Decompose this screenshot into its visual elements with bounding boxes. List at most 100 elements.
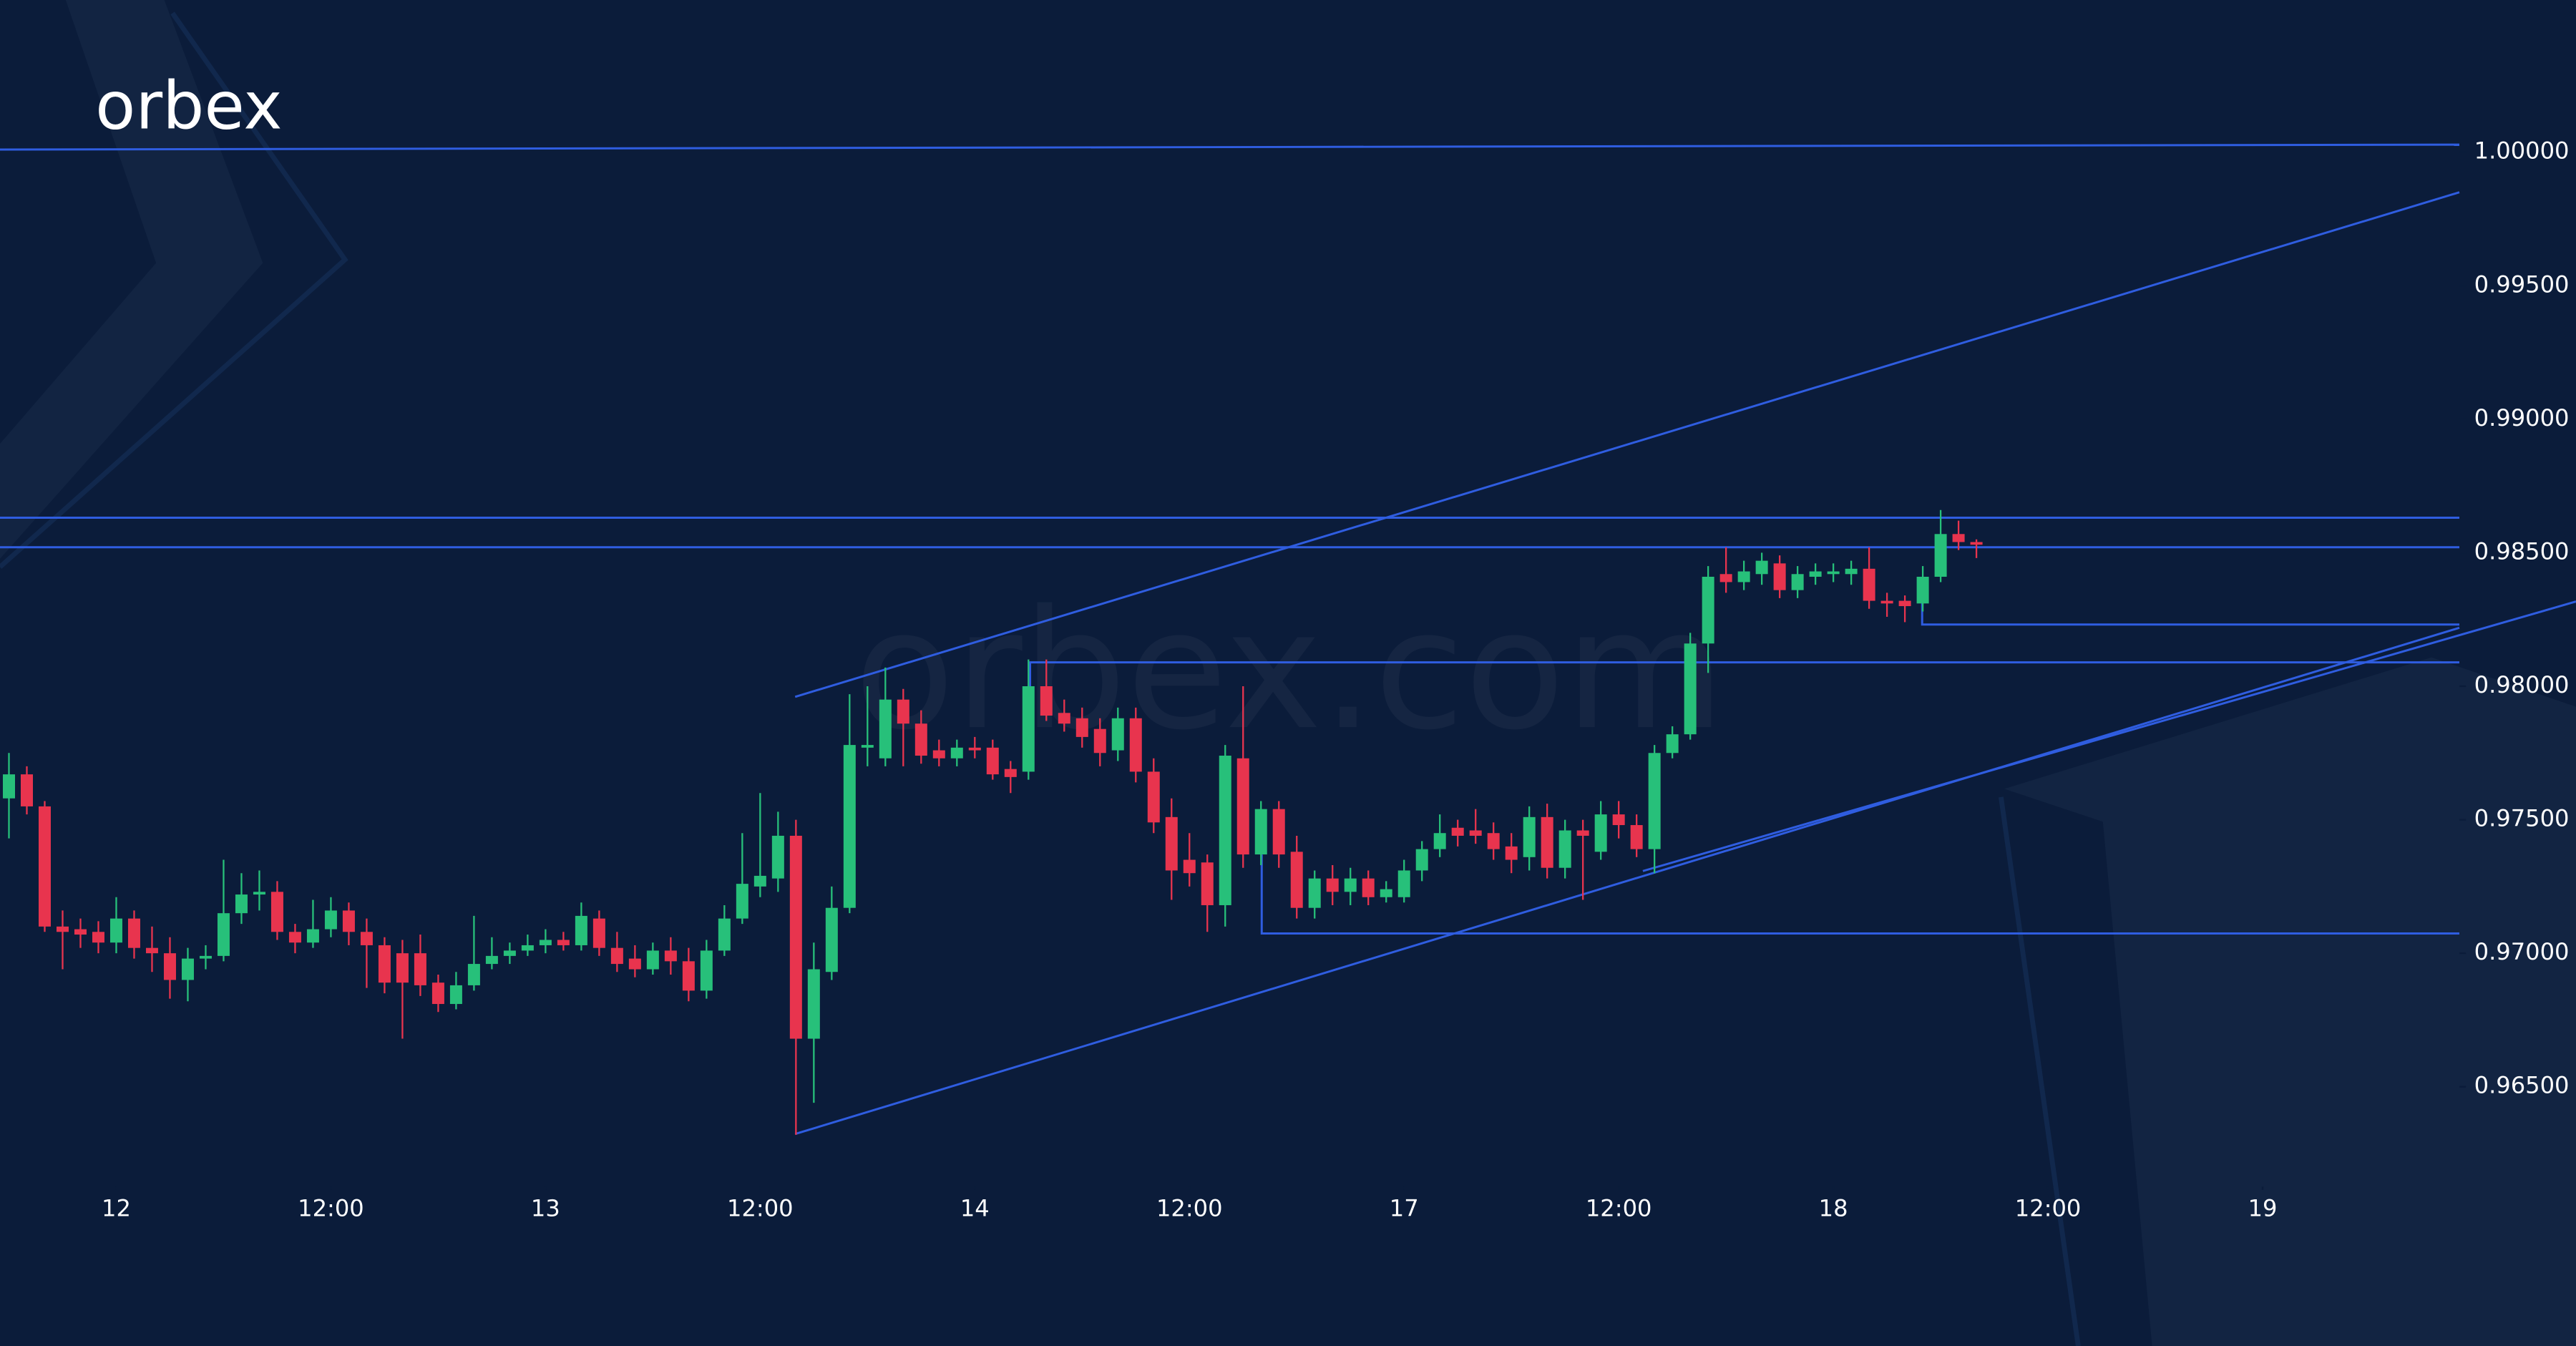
candle-body xyxy=(1022,686,1035,772)
x-tick-label: 14 xyxy=(960,1194,990,1221)
candle-body xyxy=(324,910,337,930)
candle-body xyxy=(1129,718,1142,772)
candle-body xyxy=(968,747,981,751)
candle-body xyxy=(360,932,373,945)
candle-body xyxy=(1219,756,1231,905)
candle-body xyxy=(306,929,319,943)
candle-body xyxy=(127,918,140,948)
candle-body xyxy=(1004,769,1017,777)
x-tick-label: 17 xyxy=(1390,1194,1419,1221)
candle-body xyxy=(592,918,605,948)
candle-body xyxy=(1058,713,1070,724)
candle-body xyxy=(1952,534,1965,542)
candle-body xyxy=(503,950,516,956)
logo: orbex xyxy=(95,67,282,144)
candle-body xyxy=(1809,571,1822,577)
candle-body xyxy=(20,774,33,806)
candle-body xyxy=(664,950,677,962)
candle-body xyxy=(1630,825,1643,849)
candle-body xyxy=(682,961,695,991)
candle-body xyxy=(145,947,158,954)
candle-body xyxy=(1201,862,1214,905)
decoration-outline xyxy=(0,11,2081,1346)
candle-body xyxy=(1344,878,1357,892)
candle-body xyxy=(1380,889,1392,897)
candle-body xyxy=(753,875,766,887)
candle-body xyxy=(1648,753,1661,849)
candle-body xyxy=(1147,771,1160,823)
candle-body xyxy=(2,774,15,799)
candle-body xyxy=(1666,734,1679,754)
candle-body xyxy=(1558,830,1571,868)
candle-body xyxy=(1702,577,1714,644)
candle-body xyxy=(718,918,731,951)
y-tick-label: 0.98500 xyxy=(2474,537,2570,565)
candle-body xyxy=(1612,814,1625,826)
candle-body xyxy=(700,950,713,991)
candle-body xyxy=(628,958,641,970)
candle-body xyxy=(1523,816,1536,857)
candle-body xyxy=(1290,852,1303,908)
candle-body xyxy=(1433,833,1446,849)
candle-body xyxy=(270,892,283,932)
candle-body xyxy=(1916,577,1929,604)
candle-body xyxy=(253,892,265,895)
candle-body xyxy=(1827,571,1840,575)
x-tick-label: 18 xyxy=(1819,1194,1848,1221)
candle-body xyxy=(1362,878,1375,897)
candle-body xyxy=(986,747,999,775)
candle-body xyxy=(521,945,534,951)
candle-body xyxy=(485,955,498,965)
candle-body xyxy=(1093,728,1106,754)
candle-body xyxy=(396,953,409,983)
candle-body xyxy=(1880,600,1893,604)
candle-body xyxy=(1541,816,1553,868)
candle-body xyxy=(789,835,802,1039)
candle-body xyxy=(1934,534,1947,577)
candle-body xyxy=(539,940,552,945)
x-tick-label: 12 xyxy=(102,1194,131,1221)
candle-body xyxy=(932,750,945,759)
y-tick-label: 0.99000 xyxy=(2474,404,2570,431)
candle-body xyxy=(1773,563,1786,590)
x-tick-label: 13 xyxy=(531,1194,560,1221)
y-tick-label: 0.97000 xyxy=(2474,938,2570,965)
candle-body xyxy=(1863,568,1875,601)
candle-body xyxy=(56,926,69,932)
x-tick-label: 12:00 xyxy=(298,1194,364,1221)
candle-body xyxy=(1737,571,1750,582)
candle-body xyxy=(1415,849,1428,871)
candle-body xyxy=(861,745,874,748)
candle-body xyxy=(1594,814,1607,852)
candle-body xyxy=(92,932,104,943)
candle-body xyxy=(736,884,748,919)
candle-body xyxy=(217,913,230,956)
candle-body xyxy=(181,958,194,980)
candle-body xyxy=(1755,560,1768,575)
candle-body xyxy=(1791,574,1804,590)
candle-body xyxy=(1075,718,1088,737)
x-tick-label: 12:00 xyxy=(2015,1194,2082,1221)
x-tick-label: 12:00 xyxy=(727,1194,794,1221)
candle-body xyxy=(1397,870,1410,897)
candle-body xyxy=(1111,718,1124,751)
candle-body xyxy=(575,915,587,945)
candle-body xyxy=(1451,827,1464,836)
candle-body xyxy=(1684,643,1697,735)
candle-body xyxy=(109,918,122,943)
candle-body xyxy=(342,910,355,932)
y-tick-label: 0.96500 xyxy=(2474,1072,2570,1099)
candle-body xyxy=(378,945,391,983)
candle-body xyxy=(610,947,623,965)
candle-body xyxy=(1326,878,1339,892)
candle-body xyxy=(1576,830,1589,836)
candle-body xyxy=(163,953,176,980)
candle-body xyxy=(467,964,480,985)
y-tick-label: 0.97500 xyxy=(2474,805,2570,832)
candle-body xyxy=(1469,830,1482,836)
candle-body xyxy=(431,982,444,1005)
